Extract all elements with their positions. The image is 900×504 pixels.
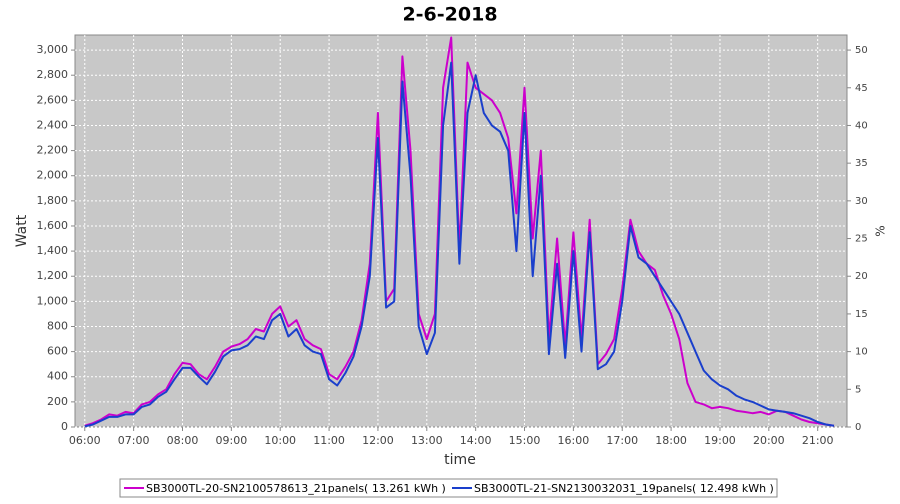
legend-label: SB3000TL-20-SN2100578613_21panels( 13.26… (146, 482, 446, 495)
x-tick-label: 15:00 (509, 434, 541, 447)
x-tick-label: 18:00 (655, 434, 687, 447)
y2-tick-label: 5 (855, 384, 861, 395)
y2-axis-label: % (874, 225, 888, 236)
x-tick-label: 10:00 (264, 434, 296, 447)
x-tick-label: 19:00 (704, 434, 736, 447)
x-tick-label: 11:00 (313, 434, 345, 447)
legend (119, 478, 778, 498)
x-tick-label: 13:00 (411, 434, 443, 447)
y2-tick-label: 50 (855, 45, 868, 56)
y-axis-label: Watt (14, 214, 30, 247)
y-tick-label: 1,800 (37, 194, 69, 207)
x-tick-label: 20:00 (753, 434, 785, 447)
y-tick-label: 600 (47, 345, 68, 358)
x-tick-label: 06:00 (69, 434, 101, 447)
y2-tick-label: 10 (855, 347, 868, 358)
y2-tick-label: 30 (855, 196, 868, 207)
chart-title: 2-6-2018 (402, 4, 497, 26)
y-tick-label: 2,600 (37, 93, 69, 106)
y-tick-label: 400 (47, 370, 68, 383)
x-tick-label: 09:00 (216, 434, 248, 447)
y-tick-label: 3,000 (37, 43, 69, 56)
y-tick-label: 2,800 (37, 68, 69, 81)
x-tick-label: 16:00 (558, 434, 590, 447)
x-tick-label: 08:00 (167, 434, 199, 447)
y2-tick-label: 45 (855, 83, 868, 94)
x-tick-label: 14:00 (460, 434, 492, 447)
y-tick-label: 800 (47, 319, 68, 332)
y-tick-label: 2,400 (37, 118, 69, 131)
x-tick-label: 21:00 (802, 434, 834, 447)
x-tick-label: 07:00 (118, 434, 150, 447)
series-line (84, 61, 835, 428)
x-axis-label: time (444, 452, 476, 468)
x-tick-label: 17:00 (606, 434, 638, 447)
y2-tick-label: 40 (855, 120, 868, 131)
y2-tick-label: 35 (855, 158, 868, 169)
y2-tick-label: 25 (855, 234, 868, 245)
y-tick-label: 2,200 (37, 144, 69, 157)
y-tick-label: 1,400 (37, 244, 69, 257)
y-tick-label: 200 (47, 395, 68, 408)
y2-tick-label: 20 (855, 271, 868, 282)
y-tick-label: 1,200 (37, 269, 69, 282)
legend-label: SB3000TL-21-SN2130032031_19panels( 12.49… (474, 482, 774, 495)
y-tick-label: 2,000 (37, 169, 69, 182)
y2-tick-label: 0 (855, 422, 861, 433)
y2-tick-label: 15 (855, 309, 868, 320)
y-tick-label: 1,000 (37, 294, 69, 307)
x-tick-label: 12:00 (362, 434, 394, 447)
y-tick-label: 1,600 (37, 219, 69, 232)
y-tick-label: 0 (61, 420, 68, 433)
